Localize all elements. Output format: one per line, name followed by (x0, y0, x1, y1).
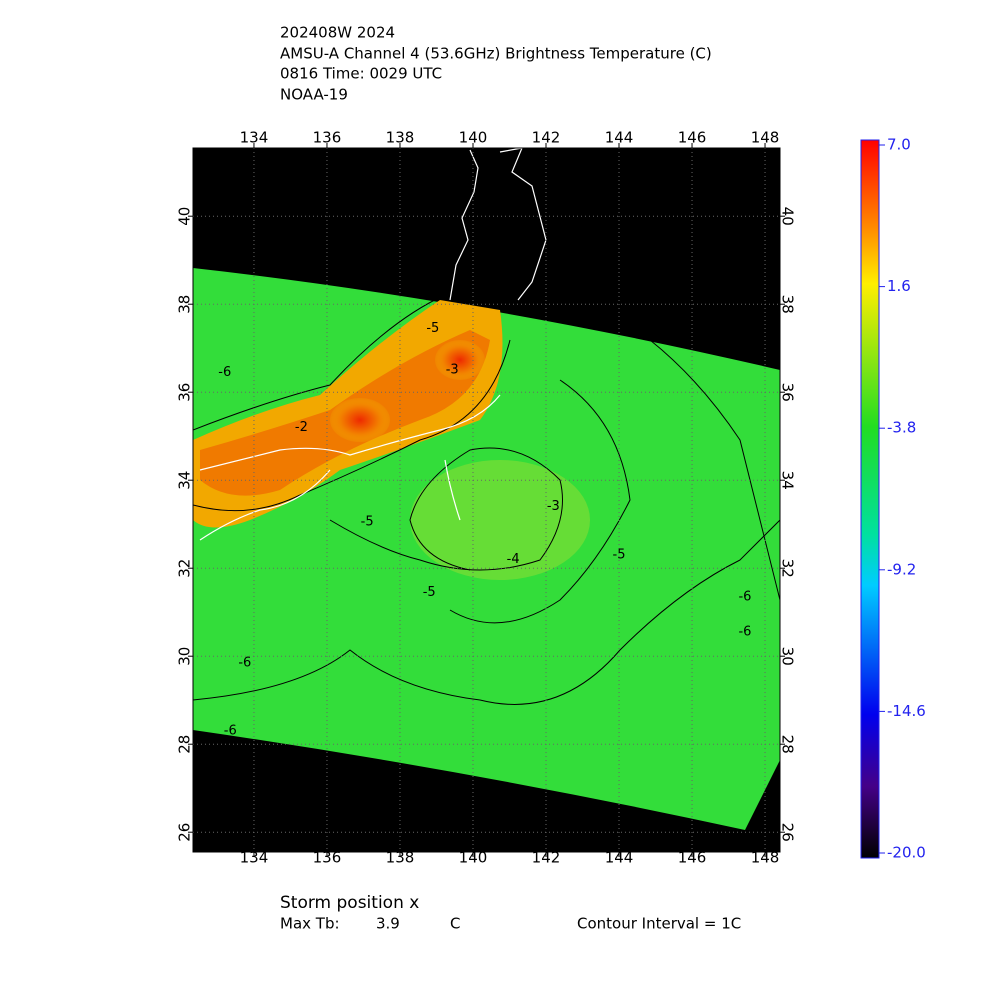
y-tick-label: 26 (779, 823, 797, 842)
x-tick-label: 144 (605, 849, 634, 867)
y-tick-label: 36 (176, 383, 194, 402)
max-tb-label: Max Tb: (280, 915, 340, 933)
y-tick-label: 32 (176, 559, 194, 578)
contour-label: -6 (218, 365, 231, 380)
contour-line (193, 339, 511, 512)
coast (449, 149, 479, 301)
contour-line (193, 294, 446, 431)
y-tick-label: 26 (176, 823, 194, 842)
header: 202408W 2024 AMSU-A Channel 4 (53.6GHz) … (280, 24, 712, 104)
contour-label: -5 (613, 548, 626, 563)
contour-line (329, 447, 563, 571)
header-line: 202408W 2024 (280, 24, 395, 42)
contour-label: -5 (361, 515, 374, 530)
contour-label: -5 (426, 321, 439, 336)
y-tick-label: 32 (779, 559, 797, 578)
x-tick-label: 146 (678, 129, 707, 147)
coastline (199, 148, 547, 541)
max-tb-value: 3.9 (376, 915, 400, 933)
map-frame (192, 147, 781, 853)
contour-label: -6 (738, 589, 751, 604)
y-tick-label: 38 (779, 295, 797, 314)
hot-spot (435, 340, 485, 380)
footer: Storm position x Max Tb: 3.9 C Contour I… (280, 893, 741, 933)
x-tick-label: 140 (459, 849, 488, 867)
colorbar-label: -3.8 (887, 419, 916, 437)
contour-line (649, 339, 780, 601)
x-tick-label: 134 (240, 129, 269, 147)
contour-line (193, 519, 780, 705)
map: -3 -2 -5 -3 -4 -5 -5 -6 -6 -6 -6 -6 -5 (193, 148, 780, 852)
x-tick-label: 148 (751, 849, 780, 867)
x-tick-label: 142 (532, 129, 561, 147)
contour-label: -5 (423, 585, 436, 600)
x-tick-label: 142 (532, 849, 561, 867)
coast (444, 459, 461, 521)
contour-label: -6 (224, 724, 237, 739)
contours (193, 294, 780, 705)
x-tick-label: 146 (678, 849, 707, 867)
y-tick-label: 40 (176, 207, 194, 226)
colorbar (860, 139, 880, 859)
header-line: AMSU-A Channel 4 (53.6GHz) Brightness Te… (280, 45, 712, 63)
x-tick-label: 136 (313, 849, 342, 867)
contour-label: -4 (507, 552, 520, 567)
y-tick-label: 30 (779, 647, 797, 666)
colorbar-label: 1.6 (887, 277, 911, 295)
y-tick-label: 30 (176, 647, 194, 666)
x-tick-label: 138 (386, 849, 415, 867)
contour-label: -2 (295, 420, 308, 435)
x-tick-label: 136 (313, 129, 342, 147)
coast (199, 394, 501, 471)
y-tick-label: 38 (176, 295, 194, 314)
y-tick-label: 28 (779, 735, 797, 754)
x-tick-label: 140 (459, 129, 488, 147)
contour-interval: Contour Interval = 1C (577, 915, 741, 933)
header-line: NOAA-19 (280, 86, 348, 104)
contour-line (449, 379, 631, 624)
contour-label: -6 (238, 655, 251, 670)
warm-region (410, 460, 590, 580)
contour-label: -6 (738, 625, 751, 640)
colorbar-label: 7.0 (887, 136, 911, 154)
x-tick-label: 138 (386, 129, 415, 147)
y-tick-label: 34 (779, 471, 797, 490)
y-tick-label: 36 (779, 383, 797, 402)
hot-spot (330, 398, 390, 442)
contour-label: -3 (446, 363, 459, 378)
max-tb-unit: C (450, 915, 460, 933)
x-tick-label: 144 (605, 129, 634, 147)
colorbar-label: -20.0 (887, 844, 926, 862)
colorbar-label: -9.2 (887, 560, 916, 578)
y-tick-label: 34 (176, 471, 194, 490)
coast (199, 469, 331, 541)
x-tick-label: 148 (751, 129, 780, 147)
y-tick-label: 28 (176, 735, 194, 754)
storm-position: Storm position x (280, 893, 419, 913)
header-line: 0816 Time: 0029 UTC (280, 65, 442, 83)
colorbar-label: -14.6 (887, 702, 926, 720)
coast (499, 148, 547, 301)
x-tick-label: 134 (240, 849, 269, 867)
contour-label: -3 (547, 499, 560, 514)
y-tick-label: 40 (779, 207, 797, 226)
